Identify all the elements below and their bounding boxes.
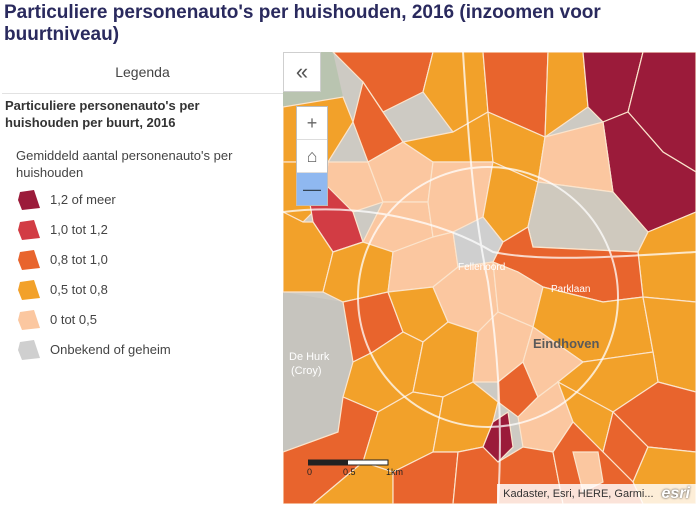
legend-item-label: 0,5 tot 0,8	[50, 282, 108, 297]
legend-swatch	[18, 310, 42, 330]
zoom-out-button[interactable]: —	[297, 173, 327, 205]
basemap-area	[283, 292, 353, 452]
zoom-in-button[interactable]: +	[297, 107, 327, 140]
minus-icon: —	[303, 178, 321, 199]
legend-panel: Legenda Particuliere personenauto's per …	[2, 52, 284, 504]
legend-header: Legenda	[2, 52, 283, 94]
neighbourhood-polygon	[572, 451, 604, 493]
legend-field-title: Gemiddeld aantal personenauto's per huis…	[16, 148, 233, 180]
place-label-eindhoven: Eindhoven	[533, 336, 600, 351]
legend-swatch	[18, 250, 42, 270]
collapse-legend-button[interactable]: «	[283, 52, 321, 92]
street-label-parklaan: Parklaan	[551, 284, 590, 295]
page-title: Particuliere personenauto's per huishoud…	[4, 2, 601, 45]
home-icon: ⌂	[306, 145, 318, 166]
legend-swatch	[18, 220, 42, 240]
legend-item-label: 0 tot 0,5	[50, 312, 97, 327]
home-button[interactable]: ⌂	[297, 140, 327, 173]
choropleth-map[interactable]: Eindhoven De Hurk (Croy) Fellenoord Park…	[283, 52, 696, 504]
scale-bar: 0 0.5 1km	[307, 459, 403, 477]
plus-icon: +	[306, 112, 318, 133]
legend-item-label: 1,0 tot 1,2	[50, 222, 108, 237]
legend-item-label: 0,8 tot 1,0	[50, 252, 108, 267]
street-label-fellenoord: Fellenoord	[458, 262, 505, 273]
attribution-text[interactable]: Kadaster, Esri, HERE, Garmi...	[503, 488, 654, 500]
scale-label-1km: 1km	[386, 467, 404, 477]
double-chevron-left-icon: «	[295, 59, 309, 84]
legend-swatch	[18, 340, 42, 360]
scale-label-0: 0	[307, 467, 313, 477]
map-view[interactable]: Eindhoven De Hurk (Croy) Fellenoord Park…	[283, 52, 696, 504]
legend-layer-title: Particuliere personenauto's per huishoud…	[5, 98, 200, 130]
legend-item-label: 1,2 of meer	[50, 192, 116, 207]
legend-swatch	[18, 280, 42, 300]
neighbourhood-polygon	[332, 52, 434, 113]
legend-swatch	[18, 190, 42, 210]
legend-item-label: Onbekend of geheim	[50, 342, 171, 357]
place-label-dehurk: De Hurk	[289, 351, 330, 363]
road-lines	[283, 52, 696, 504]
esri-logo: esri	[661, 485, 690, 502]
scale-bar-graphic	[308, 459, 389, 466]
scale-label-half: 0.5	[343, 467, 356, 477]
zoom-controls: + ⌂ —	[296, 106, 328, 206]
place-label-croy: (Croy)	[291, 365, 322, 377]
attribution-bar[interactable]: Kadaster, Esri, HERE, Garmi... esri	[497, 484, 696, 504]
